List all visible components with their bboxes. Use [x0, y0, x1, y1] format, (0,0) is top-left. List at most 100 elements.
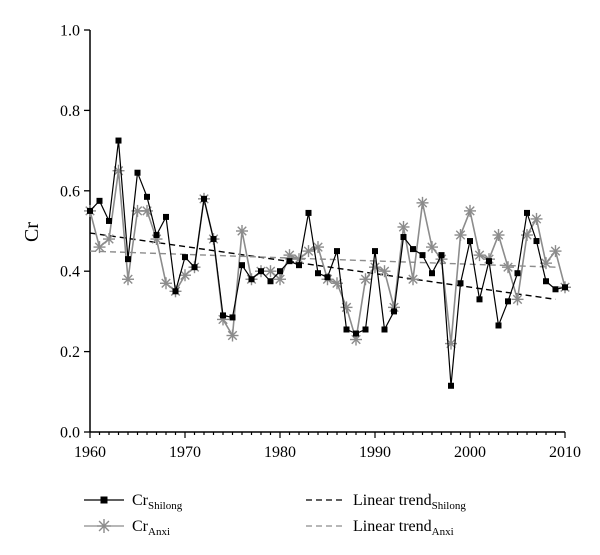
data-point-shilong: [334, 248, 340, 255]
data-point-anxi: [492, 229, 505, 242]
data-point-anxi: [502, 261, 514, 274]
y-tick-label: 0.8: [60, 103, 80, 120]
legend-label-trend-anxi: Linear trendAnxi: [353, 518, 454, 538]
data-point-shilong: [381, 326, 388, 333]
y-axis-title: Cr: [21, 222, 43, 242]
y-tick-label: 0.4: [60, 264, 80, 281]
data-point-shilong: [267, 278, 274, 285]
data-point-anxi: [103, 233, 115, 246]
data-point-anxi: [93, 241, 106, 254]
data-point-anxi: [302, 245, 315, 258]
data-point-anxi: [407, 273, 419, 286]
legend-label-anxi: CrAnxi: [132, 518, 170, 538]
data-point-anxi: [264, 265, 277, 278]
data-point-shilong: [562, 284, 568, 291]
data-point-shilong: [467, 238, 473, 245]
data-point-shilong: [429, 270, 435, 277]
data-point-anxi: [426, 241, 438, 254]
data-point-shilong: [201, 195, 207, 202]
x-tick-label: 2010: [549, 444, 581, 461]
data-point-anxi: [549, 245, 562, 258]
data-point-anxi: [293, 253, 305, 266]
data-point-shilong: [125, 256, 131, 263]
data-point-shilong: [172, 288, 179, 295]
data-point-shilong: [153, 232, 160, 239]
data-point-anxi: [359, 273, 372, 286]
legend-item-anxi: CrAnxi: [84, 518, 170, 538]
data-point-shilong: [514, 270, 521, 277]
data-point-shilong: [96, 197, 103, 204]
data-point-shilong: [533, 238, 540, 245]
data-point-anxi: [226, 329, 239, 342]
y-tick-label: 0.2: [60, 344, 80, 361]
data-point-anxi: [179, 269, 191, 282]
legend-marker-shilong: [100, 496, 108, 504]
legend-item-shilong: CrShilong: [84, 492, 183, 512]
x-tick-label: 1970: [169, 444, 201, 461]
data-point-anxi: [416, 196, 429, 209]
data-point-shilong: [305, 209, 312, 216]
data-point-anxi: [397, 220, 410, 233]
legend-label-shilong: CrShilong: [132, 492, 183, 512]
data-point-shilong: [324, 274, 331, 281]
data-point-shilong: [163, 213, 169, 220]
data-point-shilong: [495, 322, 502, 329]
data-point-shilong: [134, 169, 141, 176]
data-point-anxi: [160, 277, 172, 290]
data-point-shilong: [191, 264, 198, 271]
data-point-anxi: [122, 273, 134, 286]
data-point-shilong: [286, 258, 293, 265]
data-point-shilong: [448, 382, 454, 389]
data-point-shilong: [115, 137, 122, 144]
data-point-shilong: [486, 258, 492, 265]
data-point-anxi: [454, 229, 467, 242]
y-tick-label: 0.6: [60, 183, 80, 200]
data-point-shilong: [419, 252, 426, 259]
data-point-anxi: [464, 204, 476, 217]
data-point-anxi: [378, 265, 391, 278]
x-tick-label: 1960: [74, 444, 106, 461]
data-point-shilong: [210, 236, 217, 243]
series: [84, 137, 571, 389]
legend-item-trend-shilong: Linear trendShilong: [306, 492, 466, 512]
data-point-shilong: [476, 296, 483, 303]
data-point-shilong: [182, 254, 188, 261]
data-point-shilong: [457, 280, 464, 287]
legend: CrShilong CrAnxi Linear trendShilong Lin…: [84, 492, 466, 538]
trend-line-anxi: [89, 250, 556, 268]
data-point-shilong: [343, 326, 350, 333]
legend-label-trend-shilong: Linear trendShilong: [353, 492, 466, 512]
data-point-shilong: [144, 193, 150, 200]
data-point-shilong: [239, 262, 245, 269]
data-point-shilong: [372, 248, 378, 255]
data-point-shilong: [552, 286, 559, 293]
x-tick-label: 1980: [264, 444, 296, 461]
legend-item-trend-anxi: Linear trendAnxi: [306, 518, 454, 538]
x-tick-label: 2000: [454, 444, 486, 461]
data-point-shilong: [229, 314, 236, 321]
data-point-shilong: [543, 278, 549, 285]
data-point-shilong: [106, 217, 112, 224]
y-ticks: 0.0 0.2 0.4 0.6 0.8 1.0: [60, 23, 90, 442]
data-point-shilong: [362, 326, 369, 333]
data-point-anxi: [312, 241, 324, 254]
data-point-shilong: [391, 308, 397, 315]
data-point-anxi: [473, 249, 486, 262]
legend-marker-anxi: [97, 519, 111, 533]
x-tick-label: 1990: [359, 444, 391, 461]
data-point-shilong: [315, 270, 321, 277]
data-point-shilong: [400, 234, 407, 241]
data-point-shilong: [410, 246, 416, 253]
data-point-shilong: [524, 209, 530, 216]
legend-asterisk-shape: [97, 519, 111, 533]
y-tick-label: 1.0: [60, 23, 80, 40]
data-point-shilong: [505, 298, 511, 305]
data-point-anxi: [340, 301, 353, 314]
data-point-shilong: [296, 262, 302, 269]
data-point-shilong: [277, 268, 283, 275]
data-point-anxi: [511, 293, 524, 306]
x-ticks: 1960 1970 1980 1990 2000 2010: [74, 432, 581, 461]
series-line-anxi: [89, 170, 566, 344]
y-tick-label: 0.0: [60, 425, 80, 442]
